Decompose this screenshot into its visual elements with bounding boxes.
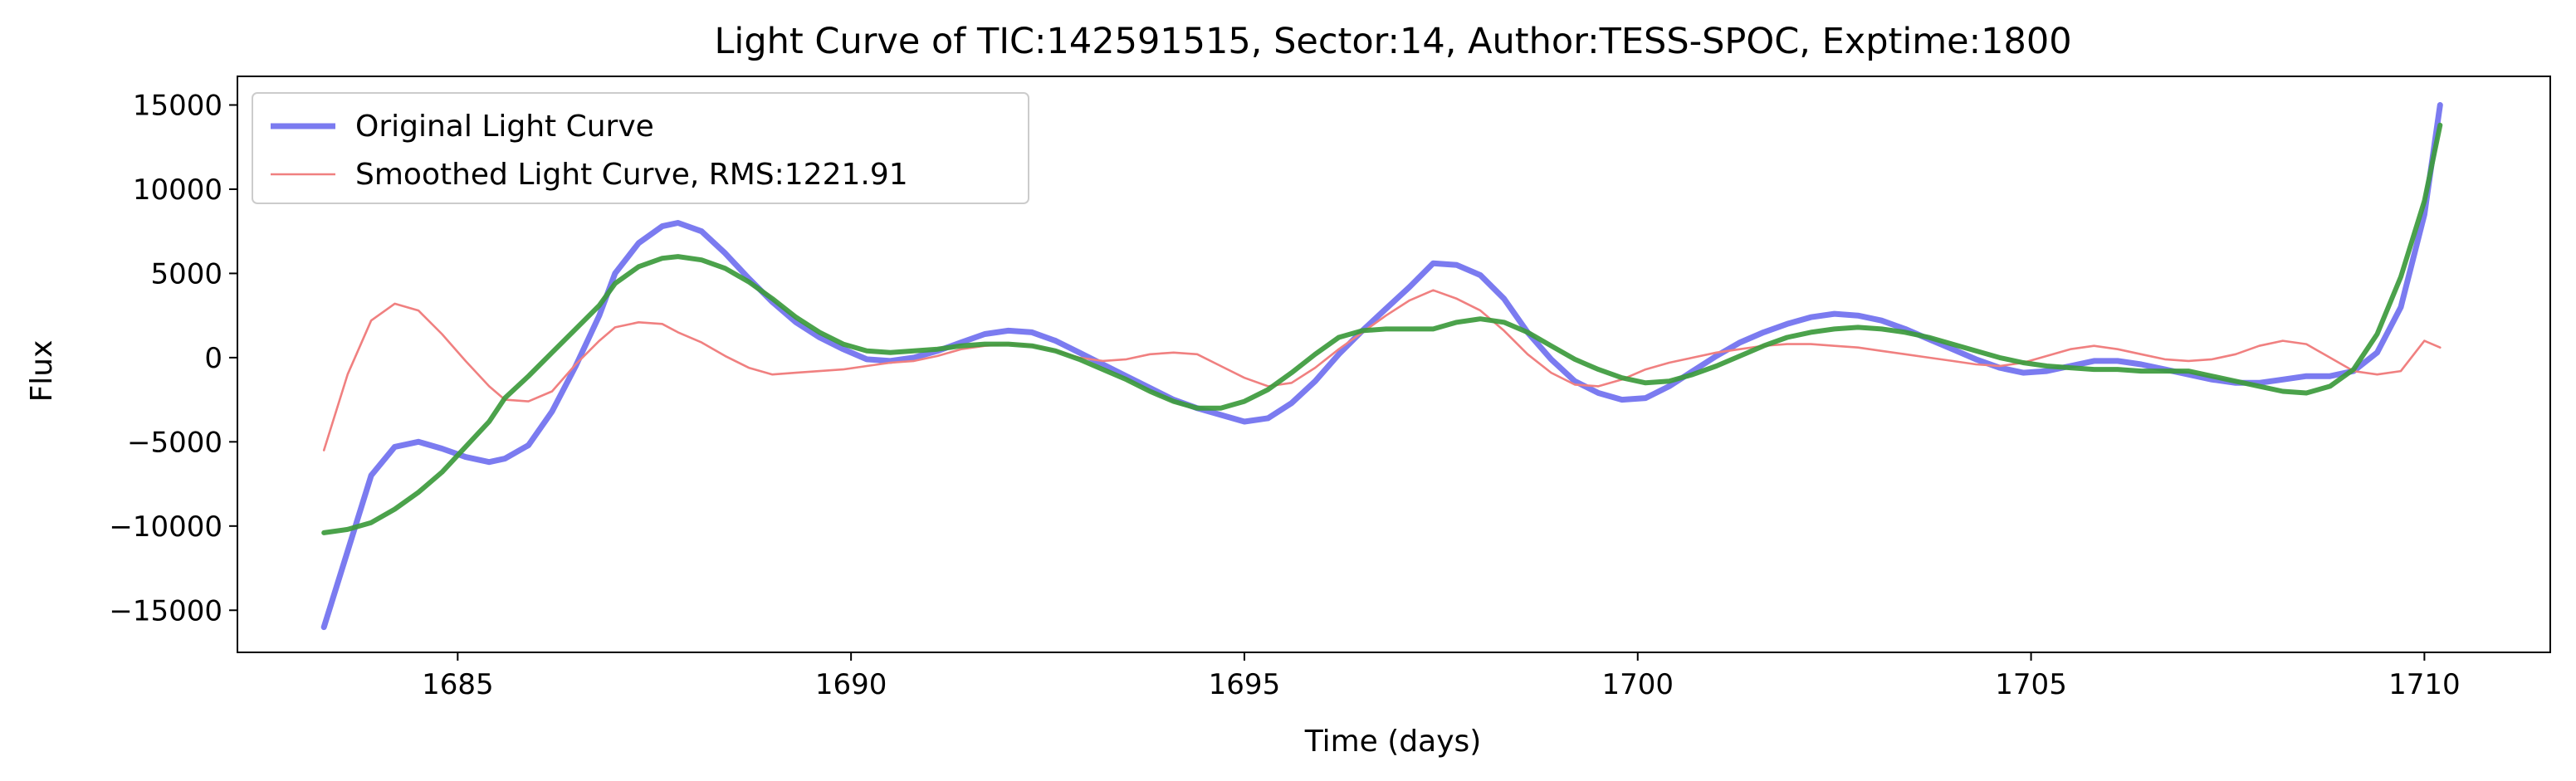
series-line-2 [322, 289, 2442, 452]
x-tick-label: 1710 [2388, 668, 2461, 701]
legend-box [252, 92, 1029, 204]
chart-title: Light Curve of TIC:142591515, Sector:14,… [714, 21, 2071, 62]
y-tick-label: −10000 [109, 510, 222, 544]
series-line-1 [320, 102, 2443, 631]
legend-entry: Smoothed Light Curve, RMS:1221.91 [355, 158, 908, 192]
y-tick-label: 10000 [133, 173, 222, 207]
x-tick-label: 1690 [815, 668, 887, 701]
x-tick-label: 1695 [1209, 668, 1281, 701]
x-axis-label: Time (days) [1304, 725, 1482, 759]
y-tick-label: 15000 [133, 89, 222, 122]
y-tick-label: −15000 [109, 594, 222, 627]
y-tick-label: −5000 [127, 426, 222, 459]
y-axis-label: Flux [25, 340, 59, 403]
legend-entry: Original Light Curve [355, 110, 654, 144]
x-tick-label: 1705 [1995, 668, 2067, 701]
x-tick-label: 1700 [1601, 668, 1674, 701]
plot-frame [237, 76, 2551, 653]
x-tick-label: 1685 [422, 668, 494, 701]
y-tick-label: 0 [204, 342, 222, 375]
plot-area [320, 102, 2443, 631]
y-tick-label: 5000 [150, 257, 222, 290]
axes: 1685 1690 1695 1700 1705 1710 −15000 −10000 −500… [109, 76, 2551, 701]
series-line-3 [321, 122, 2443, 535]
legend: Original Light Curve Smoothed Light Curve… [252, 92, 1029, 204]
